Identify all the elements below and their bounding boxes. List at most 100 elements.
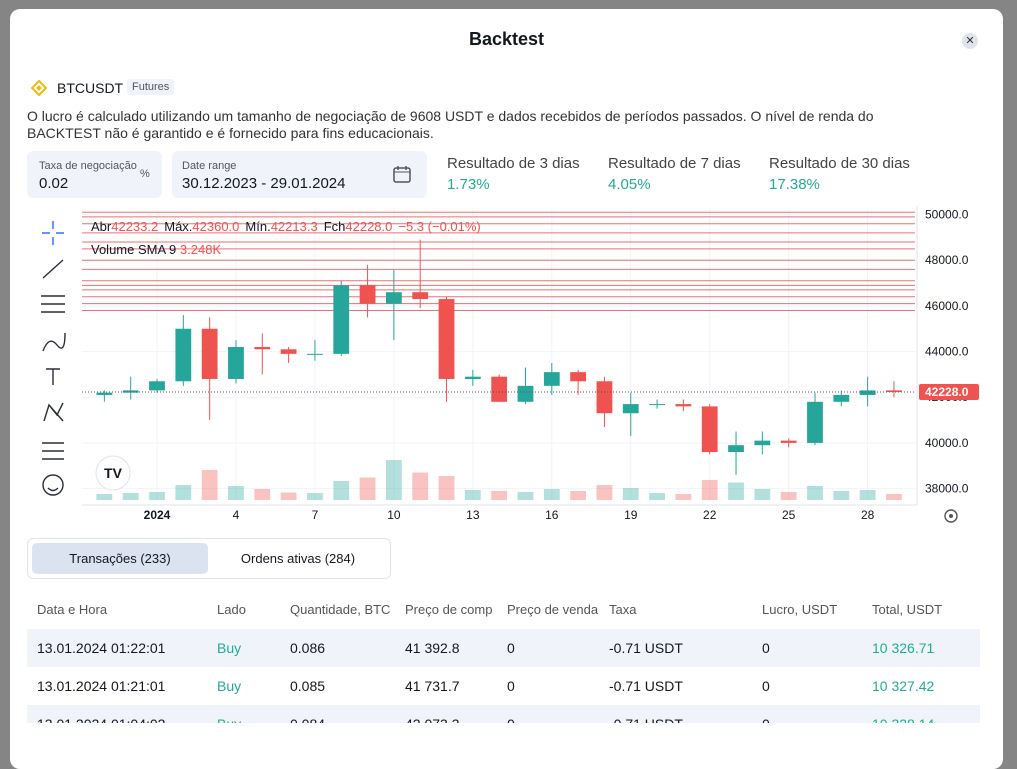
candle-body xyxy=(886,390,902,393)
y-tick-label: 38000.0 xyxy=(925,482,969,496)
cell: 41 731.7 xyxy=(405,678,460,694)
close-button[interactable]: ✕ xyxy=(962,33,978,49)
candle-body xyxy=(307,353,323,355)
crosshair-tool[interactable] xyxy=(42,221,64,245)
cell: 0.084 xyxy=(290,716,325,723)
volume-bar xyxy=(728,482,744,500)
candle-body xyxy=(596,381,613,414)
ohlc-value: 42228.0 xyxy=(345,219,393,234)
volume-bar xyxy=(517,492,534,500)
volume-bar xyxy=(464,490,481,500)
x-tick-label: 2024 xyxy=(144,508,171,522)
cell: 13.01.2024 01:04:02 xyxy=(37,716,165,723)
ohlc-label: Mín. xyxy=(245,219,271,234)
fee-unit: % xyxy=(140,168,150,180)
volume-bar xyxy=(175,485,192,500)
cell: 0 xyxy=(762,716,770,723)
fee-label: Taxa de negociação xyxy=(39,160,137,172)
volume-bar xyxy=(622,488,639,500)
column-header[interactable]: Preço de comp xyxy=(405,602,493,617)
candle-body xyxy=(149,381,165,391)
cell: 10 326.71 xyxy=(872,640,935,656)
x-tick-label: 25 xyxy=(782,508,796,522)
column-header[interactable]: Lucro, USDT xyxy=(762,602,838,617)
volume-bar xyxy=(570,491,587,500)
volume-legend: Volume SMA 9 3.248K xyxy=(91,242,227,257)
candle-body xyxy=(438,299,455,379)
volume-bar xyxy=(491,491,508,500)
x-tick-label: 7 xyxy=(312,508,319,522)
volume-bar xyxy=(201,470,218,500)
candle-body xyxy=(807,401,823,443)
candle-body xyxy=(333,285,350,354)
result-value: 17.38% xyxy=(769,176,820,193)
volume-label: Volume SMA 9 xyxy=(91,242,177,257)
tabs: Transações (233) Ordens ativas (284) xyxy=(27,538,391,579)
cell: 13.01.2024 01:22:01 xyxy=(37,640,166,656)
column-header[interactable]: Total, USDT xyxy=(872,602,943,617)
brush-tool[interactable] xyxy=(42,332,66,352)
candle-body xyxy=(833,394,850,402)
cell: 10 327.42 xyxy=(872,678,935,694)
volume-bar xyxy=(649,493,665,500)
volume-bar xyxy=(780,492,797,500)
row-background xyxy=(27,629,980,667)
date-range[interactable]: Date range 30.12.2023 - 29.01.2024 xyxy=(172,151,427,198)
x-tick-label: 13 xyxy=(466,508,480,522)
volume-bar xyxy=(675,494,692,500)
cell: 0 xyxy=(507,640,515,656)
tab[interactable]: Transações (233) xyxy=(32,543,208,574)
candle-body xyxy=(385,292,402,304)
cell: 41 392.8 xyxy=(405,640,460,656)
trend-line-tool[interactable] xyxy=(42,259,64,279)
volume-bar xyxy=(596,485,613,500)
candle-body xyxy=(201,328,218,379)
ohlc-label: Máx. xyxy=(164,219,193,234)
fee-input[interactable]: Taxa de negociação 0.02 % xyxy=(27,151,162,198)
ohlc-label: Fch xyxy=(323,219,346,234)
cell: Buy xyxy=(217,716,241,723)
pattern-tool[interactable] xyxy=(43,402,64,422)
cell: -0.71 USDT xyxy=(609,640,683,656)
candle-body xyxy=(254,347,271,350)
fee-value: 0.02 xyxy=(39,175,69,192)
cell: 13.01.2024 01:21:01 xyxy=(37,678,166,694)
candle-body xyxy=(543,372,560,386)
y-tick-label: 50000.0 xyxy=(925,208,969,222)
candle-body xyxy=(464,376,481,379)
result-value: 1.73% xyxy=(447,176,490,193)
lines-tool[interactable] xyxy=(41,295,65,313)
text-tool[interactable] xyxy=(46,368,60,385)
dialog-title: Backtest xyxy=(468,29,545,49)
tab[interactable]: Ordens ativas (284) xyxy=(240,551,356,566)
column-header[interactable]: Taxa xyxy=(609,602,637,617)
settings-icon[interactable] xyxy=(944,509,958,523)
table-body: 13.01.2024 01:22:01 Buy 0.086 41 392.8 0 -0.7… xyxy=(10,629,1003,723)
column-header[interactable]: Data e Hora xyxy=(37,602,108,617)
candle-body xyxy=(175,328,192,382)
candle-body xyxy=(280,349,297,354)
volume-bar xyxy=(149,492,165,500)
x-tick-label: 10 xyxy=(387,508,401,522)
y-tick-label: 40000.0 xyxy=(925,436,969,450)
ohlc-value: 42213.3 xyxy=(270,219,318,234)
volume-bar xyxy=(701,480,718,500)
page: Backtest {"dialog": {"title": "Backtest"… xyxy=(10,9,1003,769)
emoji-tool[interactable] xyxy=(42,474,64,496)
calendar-icon xyxy=(393,166,411,183)
column-header[interactable]: Lado xyxy=(217,602,246,617)
candle-body xyxy=(622,404,639,414)
cell: 0 xyxy=(762,640,770,656)
cell: 0 xyxy=(762,678,770,694)
date-label: Date range xyxy=(182,160,237,172)
volume-bar xyxy=(122,493,139,500)
candle-body xyxy=(754,440,771,446)
column-header[interactable]: Quantidade, BTC xyxy=(290,602,391,617)
result-label: Resultado de 7 dias xyxy=(608,155,741,172)
volume-bar xyxy=(807,486,823,500)
column-header[interactable]: Preço de venda xyxy=(507,602,599,617)
candle-body xyxy=(122,390,139,393)
result-label: Resultado de 3 dias xyxy=(447,155,580,172)
prediction-tool[interactable] xyxy=(42,442,64,460)
svg-text:TV: TV xyxy=(104,465,123,481)
